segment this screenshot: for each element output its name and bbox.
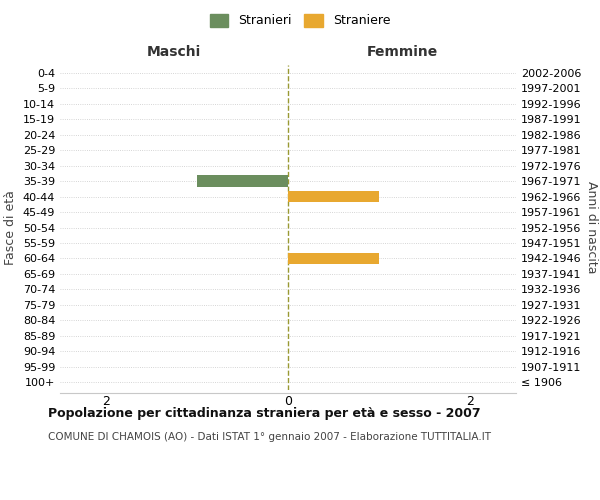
Bar <box>288 252 379 264</box>
Text: Popolazione per cittadinanza straniera per età e sesso - 2007: Popolazione per cittadinanza straniera p… <box>48 408 481 420</box>
Y-axis label: Fasce di età: Fasce di età <box>4 190 17 265</box>
Bar <box>288 190 379 202</box>
Text: COMUNE DI CHAMOIS (AO) - Dati ISTAT 1° gennaio 2007 - Elaborazione TUTTITALIA.IT: COMUNE DI CHAMOIS (AO) - Dati ISTAT 1° g… <box>48 432 491 442</box>
Legend: Stranieri, Straniere: Stranieri, Straniere <box>205 8 395 32</box>
Y-axis label: Anni di nascita: Anni di nascita <box>585 181 598 274</box>
Bar <box>197 176 288 187</box>
Text: Maschi: Maschi <box>147 46 201 60</box>
Text: Femmine: Femmine <box>367 46 437 60</box>
